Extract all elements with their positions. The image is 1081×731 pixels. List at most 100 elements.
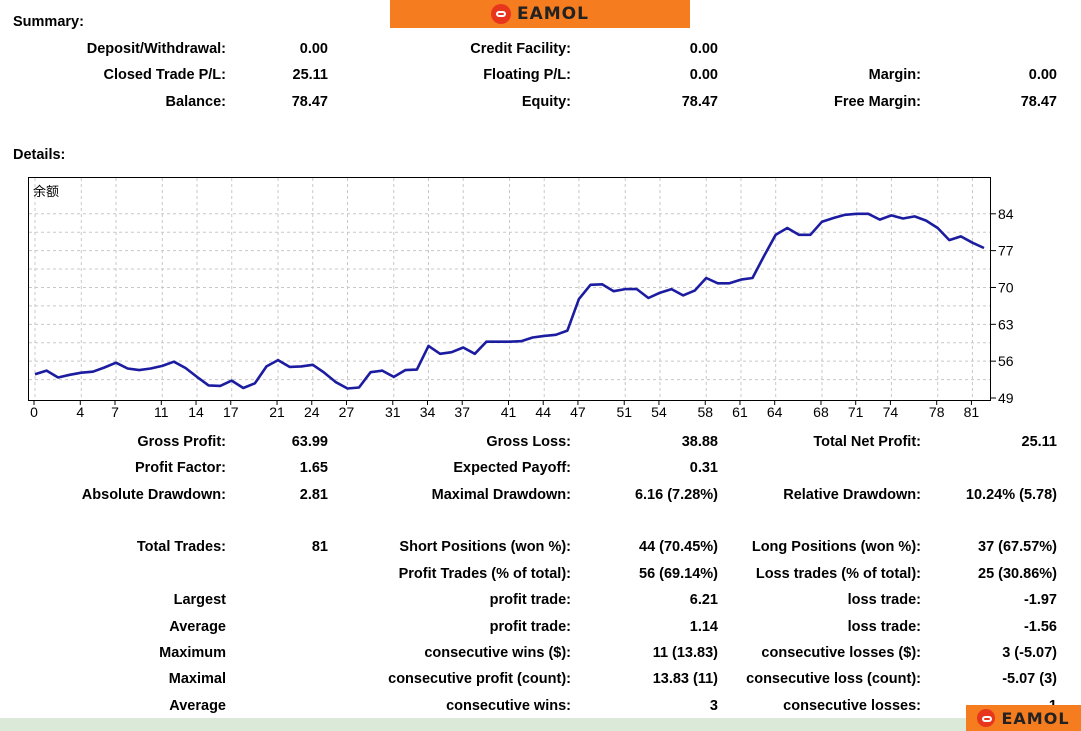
stat-value: -1.97 (1023, 592, 1057, 608)
stat-value: -5.07 (3) (1002, 671, 1057, 687)
summary-value: 0.00 (689, 67, 718, 83)
x-tick-label: 37 (454, 404, 470, 420)
stat-value: -1.56 (1023, 619, 1057, 635)
x-tick-label: 74 (883, 404, 899, 420)
stat-label: Gross Loss: (486, 434, 571, 450)
summary-value: 0.00 (299, 41, 328, 57)
stat-label: Absolute Drawdown: (81, 487, 226, 503)
balance-series-line (34, 212, 985, 390)
stat-value: 38.88 (681, 434, 718, 450)
x-tick-label: 54 (651, 404, 667, 420)
stat-label: Maximal Drawdown: (431, 487, 571, 503)
x-tick-label: 81 (964, 404, 980, 420)
summary-value: 0.00 (689, 41, 718, 57)
summary-label: Credit Facility: (470, 41, 571, 57)
stat-label: Maximal (168, 671, 226, 687)
stat-label: consecutive losses ($): (761, 645, 921, 661)
stat-value: 1.65 (299, 460, 328, 476)
x-tick-label: 64 (767, 404, 783, 420)
y-tick-label: 77 (998, 243, 1014, 259)
stat-label: profit trade: (489, 592, 571, 608)
summary-label: Deposit/Withdrawal: (86, 41, 226, 57)
x-tick-label: 21 (269, 404, 285, 420)
stat-value: 10.24% (5.78) (965, 487, 1057, 503)
stat-value: 1.14 (689, 619, 718, 635)
x-tick-label: 27 (339, 404, 355, 420)
y-tick-label: 56 (998, 353, 1014, 369)
stat-value: 3 (-5.07) (1002, 645, 1057, 661)
y-tick-label: 49 (998, 390, 1014, 406)
summary-value: 78.47 (1020, 94, 1057, 110)
stat-label: consecutive profit (count): (388, 671, 571, 687)
stat-value: 37 (67.57%) (978, 539, 1057, 555)
summary-label: Free Margin: (833, 94, 921, 110)
y-tick-label: 70 (998, 279, 1014, 295)
balance-chart-frame: 余额 (28, 177, 991, 401)
x-tick-label: 61 (732, 404, 748, 420)
stat-label: Total Trades: (136, 539, 226, 555)
x-tick-label: 34 (420, 404, 436, 420)
stat-label: consecutive wins ($): (424, 645, 571, 661)
brand-banner: EAMOL (390, 0, 690, 28)
x-tick-label: 44 (535, 404, 551, 420)
x-tick-label: 47 (570, 404, 586, 420)
stat-value: 6.21 (689, 592, 718, 608)
stat-label: consecutive losses: (783, 698, 921, 714)
stat-label: Gross Profit: (137, 434, 226, 450)
stat-label: Long Positions (won %): (751, 539, 921, 555)
x-tick-label: 14 (188, 404, 204, 420)
chart-axes: 84 77 70 63 56 49 (991, 206, 1014, 406)
summary-label: Equity: (521, 94, 571, 110)
summary-heading: Summary: (13, 14, 84, 30)
x-tick-label: 4 (76, 404, 84, 420)
stat-value: 3 (709, 698, 718, 714)
stat-label: Profit Factor: (134, 460, 226, 476)
robot-logo-icon (977, 709, 996, 727)
details-heading: Details: (13, 147, 66, 163)
robot-logo-icon (491, 4, 511, 24)
x-tick-label: 31 (385, 404, 401, 420)
x-tick-label: 7 (111, 404, 119, 420)
stat-value: 81 (311, 539, 328, 555)
stat-label: Expected Payoff: (453, 460, 571, 476)
stat-label: Largest (173, 592, 226, 608)
y-tick-label: 84 (998, 206, 1014, 222)
summary-label: Floating P/L: (483, 67, 571, 83)
summary-label: Closed Trade P/L: (103, 67, 226, 83)
stat-label: Relative Drawdown: (783, 487, 921, 503)
x-tick-label: 51 (616, 404, 632, 420)
x-tick-label: 0 (30, 404, 38, 420)
stat-label: Profit Trades (% of total): (398, 566, 571, 582)
y-tick-label: 63 (998, 316, 1014, 332)
stat-value: 56 (69.14%) (639, 566, 718, 582)
stat-value: 25 (30.86%) (978, 566, 1057, 582)
summary-value: 25.11 (292, 67, 329, 83)
stat-value: 2.81 (299, 487, 328, 503)
stat-label: Total Net Profit: (813, 434, 921, 450)
brand-logo-text: EAMOL (517, 4, 589, 24)
stat-label: Maximum (159, 645, 226, 661)
stat-label: consecutive loss (count): (746, 671, 921, 687)
taskbar-strip (0, 718, 966, 731)
stat-label: loss trade: (847, 619, 921, 635)
summary-value: 0.00 (1028, 67, 1057, 83)
summary-value: 78.47 (681, 94, 718, 110)
x-tick-label: 78 (929, 404, 945, 420)
summary-label: Balance: (165, 94, 226, 110)
stat-value: 25.11 (1021, 434, 1058, 450)
stat-label: Loss trades (% of total): (755, 566, 921, 582)
stat-label: Average (169, 619, 226, 635)
brand-logo-text: EAMOL (1001, 708, 1070, 728)
stat-label: loss trade: (847, 592, 921, 608)
stat-value: 0.31 (689, 460, 718, 476)
stat-label: Short Positions (won %): (399, 539, 571, 555)
stat-value: 63.99 (291, 434, 328, 450)
x-tick-label: 71 (848, 404, 864, 420)
x-tick-label: 11 (154, 404, 169, 420)
x-tick-label: 41 (501, 404, 517, 420)
stat-label: consecutive wins: (446, 698, 571, 714)
stat-value: 44 (70.45%) (639, 539, 718, 555)
summary-value: 78.47 (291, 94, 328, 110)
x-tick-label: 17 (223, 404, 239, 420)
x-tick-label: 58 (697, 404, 713, 420)
